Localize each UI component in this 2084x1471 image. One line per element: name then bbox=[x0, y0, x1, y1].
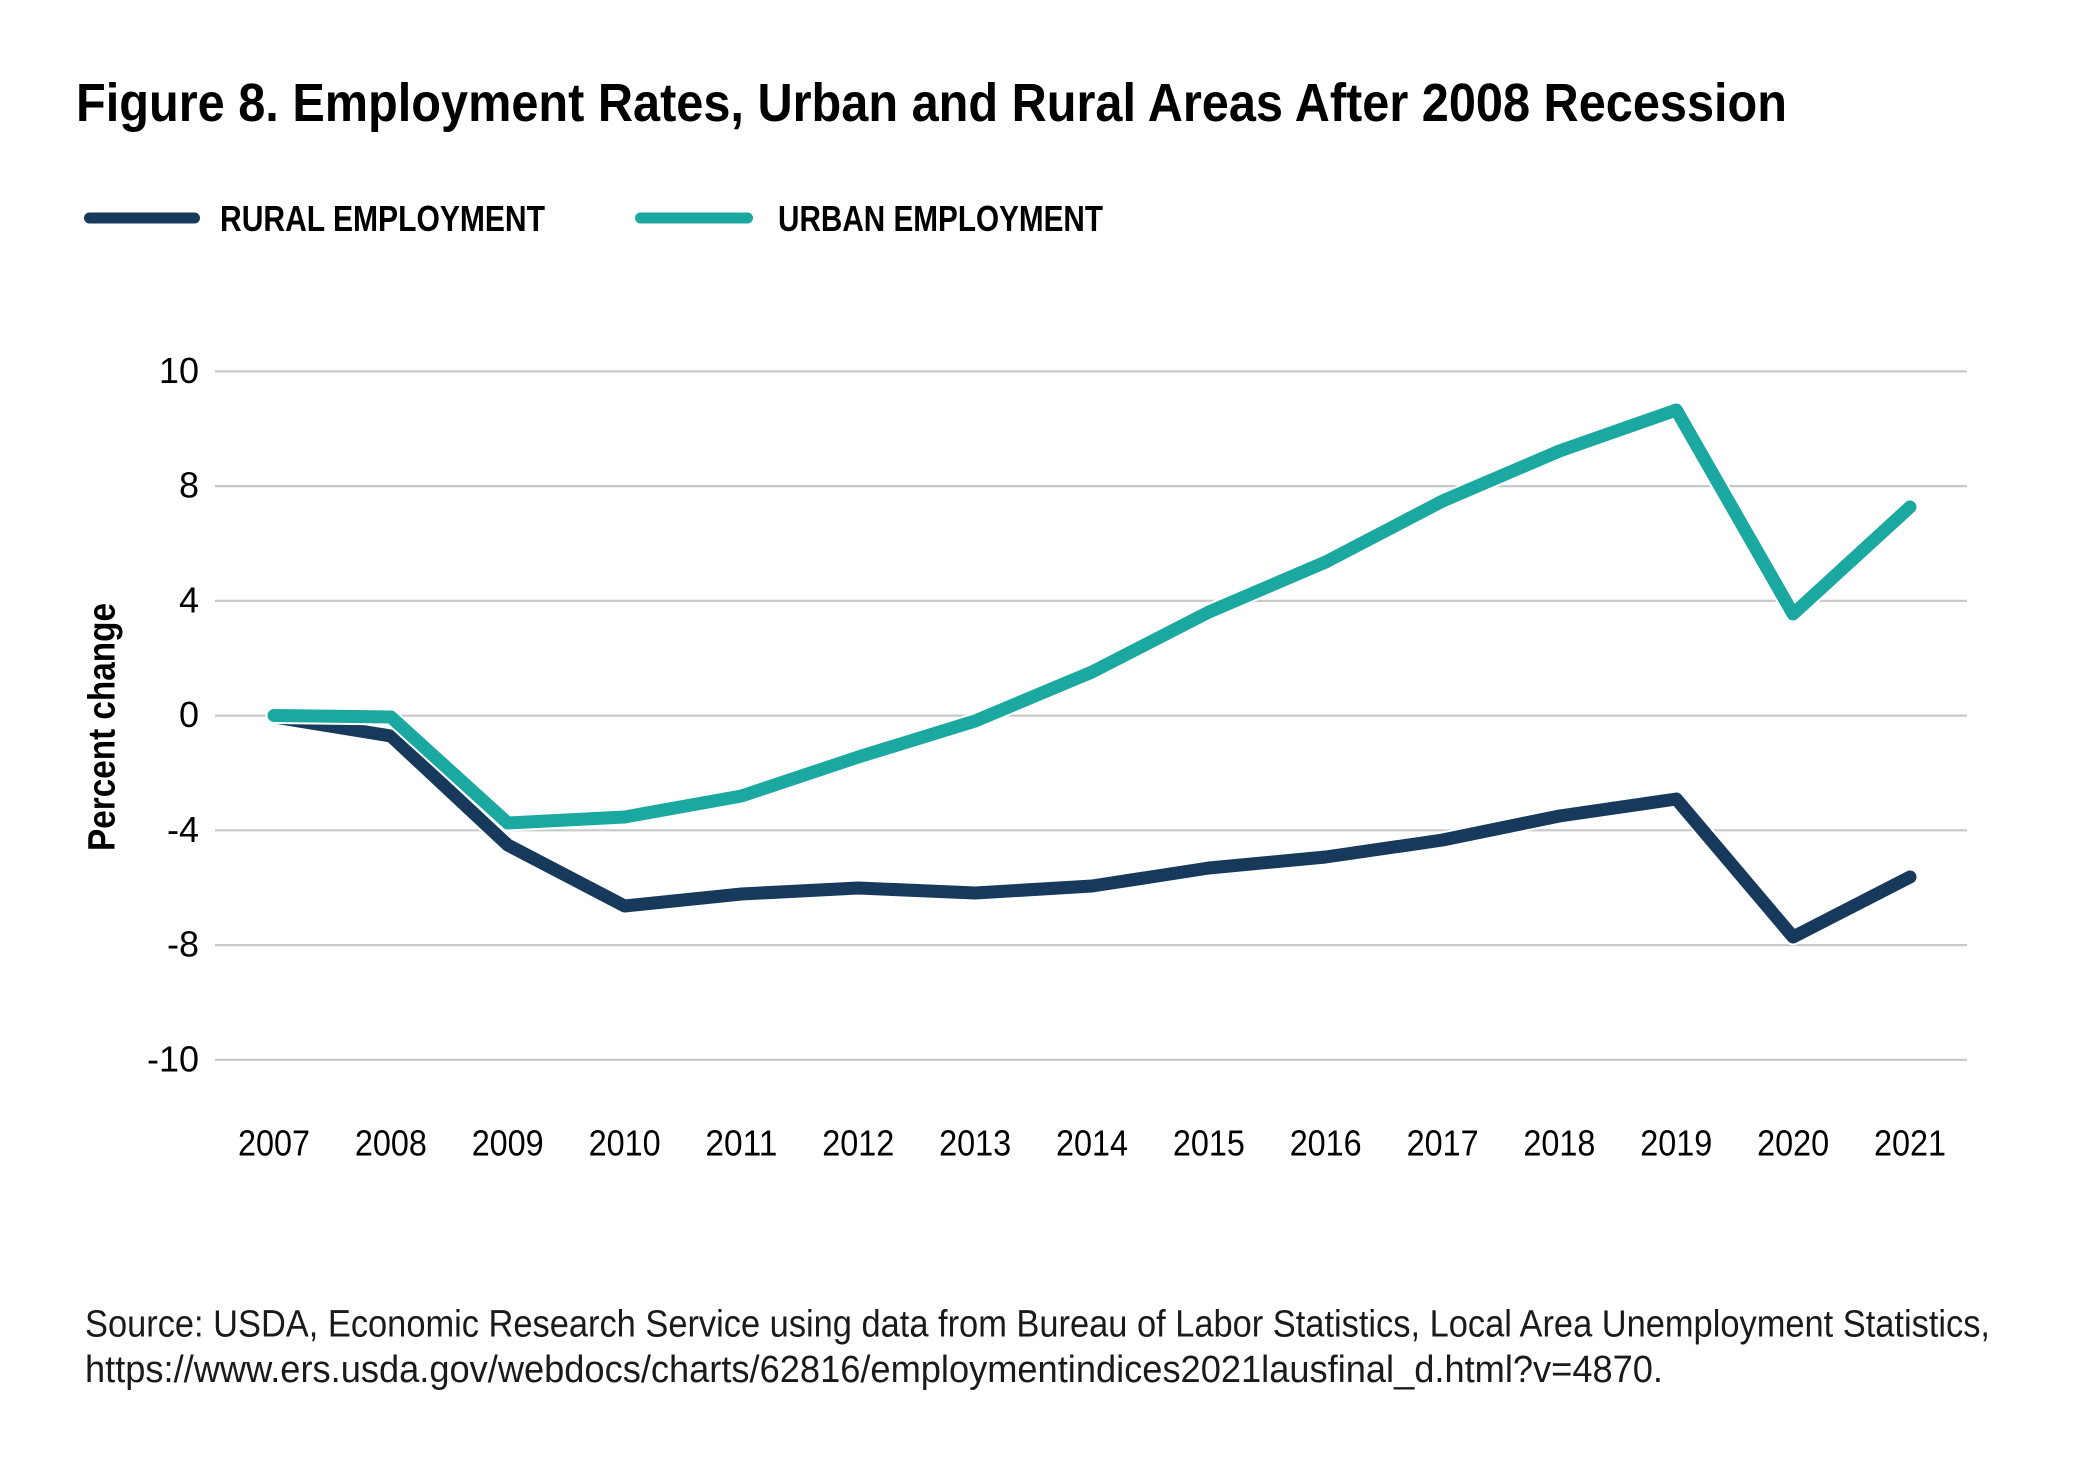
svg-text:2012: 2012 bbox=[822, 1123, 894, 1164]
svg-text:-8: -8 bbox=[167, 924, 199, 965]
svg-text:2015: 2015 bbox=[1173, 1123, 1245, 1164]
svg-text:Figure 8. Employment Rates, Ur: Figure 8. Employment Rates, Urban and Ru… bbox=[76, 73, 1787, 133]
svg-text:2008: 2008 bbox=[355, 1123, 427, 1164]
svg-text:2007: 2007 bbox=[238, 1123, 310, 1164]
svg-text:0: 0 bbox=[179, 694, 199, 735]
svg-text:10: 10 bbox=[159, 350, 199, 391]
svg-text:2020: 2020 bbox=[1757, 1123, 1829, 1164]
svg-text:RURAL EMPLOYMENT: RURAL EMPLOYMENT bbox=[220, 198, 545, 239]
svg-text:2021: 2021 bbox=[1874, 1123, 1946, 1164]
svg-text:2013: 2013 bbox=[939, 1123, 1011, 1164]
svg-text:2018: 2018 bbox=[1523, 1123, 1595, 1164]
svg-text:2014: 2014 bbox=[1056, 1123, 1128, 1164]
svg-text:2009: 2009 bbox=[472, 1123, 544, 1164]
svg-text:2016: 2016 bbox=[1290, 1123, 1362, 1164]
svg-text:-10: -10 bbox=[147, 1038, 199, 1079]
svg-text:URBAN EMPLOYMENT: URBAN EMPLOYMENT bbox=[778, 198, 1103, 239]
svg-text:-4: -4 bbox=[167, 809, 199, 850]
svg-text:2011: 2011 bbox=[705, 1123, 777, 1164]
svg-text:2019: 2019 bbox=[1640, 1123, 1712, 1164]
svg-text:4: 4 bbox=[179, 579, 199, 620]
svg-text:Percent change: Percent change bbox=[82, 603, 124, 851]
svg-text:2017: 2017 bbox=[1407, 1123, 1479, 1164]
svg-text:Source: USDA, Economic Researc: Source: USDA, Economic Research Service … bbox=[85, 1304, 1990, 1346]
svg-text:2010: 2010 bbox=[589, 1123, 661, 1164]
svg-text:8: 8 bbox=[179, 465, 199, 506]
svg-text:https://www.ers.usda.gov/webdo: https://www.ers.usda.gov/webdocs/charts/… bbox=[85, 1349, 1663, 1391]
